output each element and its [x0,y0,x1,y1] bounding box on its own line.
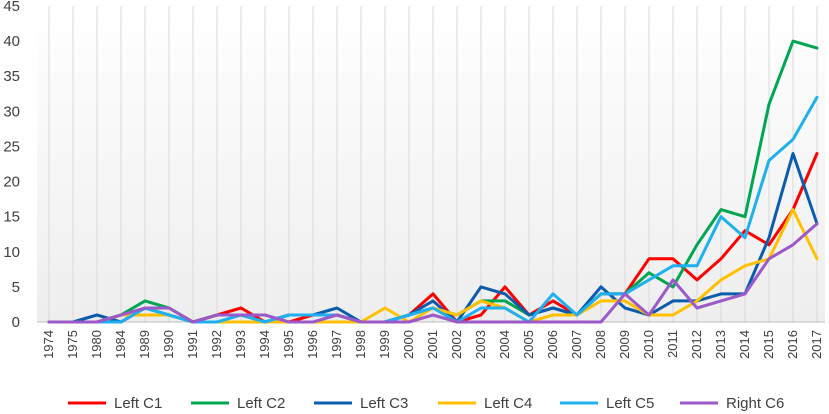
legend-label: Left C1 [114,395,162,412]
x-tick-label: 1980 [89,330,104,359]
legend-label: Right C6 [726,395,784,412]
x-tick-label: 2004 [497,330,512,359]
y-tick-label: 20 [3,174,20,191]
x-tick-label: 1993 [233,330,248,359]
y-tick-label: 5 [12,279,20,296]
legend-label: Left C2 [237,395,285,412]
plot-background [37,6,825,322]
y-tick-label: 0 [12,314,20,331]
legend-item: Right C6 [680,395,784,412]
y-tick-label: 15 [3,209,20,226]
legend-item: Left C2 [191,395,285,412]
x-tick-label: 2012 [689,330,704,359]
x-tick-label: 1998 [353,330,368,359]
x-tick-label: 1974 [41,330,56,359]
y-tick-label: 10 [3,244,20,261]
x-tick-label: 2013 [713,330,728,359]
x-tick-label: 2010 [641,330,656,359]
x-tick-label: 2006 [545,330,560,359]
series-line-left-c5 [47,95,819,324]
legend-item: Left C5 [560,395,654,412]
grid-lines [48,6,818,322]
y-tick-label: 40 [3,33,20,50]
x-tick-label: 1990 [161,330,176,359]
x-tick-label: 1975 [65,330,80,359]
legend-item: Left C4 [438,395,532,412]
x-tick-label: 2002 [449,330,464,359]
x-tick-label: 2014 [737,330,752,359]
x-tick-label: 2005 [521,330,536,359]
x-tick-label: 2017 [809,330,824,359]
x-tick-label: 1994 [257,330,272,359]
x-tick-label: 1996 [305,330,320,359]
x-tick-label: 2003 [473,330,488,359]
x-tick-label: 1989 [137,330,152,359]
x-axis-tick-labels: 1974 1975 1980 1984 1989 1990 1991 1992 1993 1994… [41,330,824,359]
y-tick-label: 35 [3,68,20,85]
x-tick-label: 2007 [569,330,584,359]
x-tick-label: 2011 [665,330,680,358]
x-tick-label: 2015 [761,330,776,359]
legend-label: Left C4 [484,395,532,412]
x-tick-label: 1984 [113,330,128,359]
y-tick-label: 30 [3,103,20,120]
y-axis-tick-labels: 0 5 10 15 20 25 30 35 40 45 [3,0,20,331]
x-tick-label: 2009 [617,330,632,359]
legend-label: Left C3 [360,395,408,412]
legend: Left C1 Left C2 Left C3 Left C4 Left C5 Right… [68,395,784,412]
series-lines [47,39,819,324]
legend-item: Left C1 [68,395,162,412]
x-tick-label: 2008 [593,330,608,359]
x-tick-label: 1999 [377,330,392,359]
x-tick-label: 2016 [785,330,800,359]
legend-item: Left C3 [314,395,408,412]
series-line-right-c6 [47,222,819,324]
x-tick-label: 2001 [425,330,440,359]
x-tick-label: 2000 [401,330,416,359]
x-tick-label: 1991 [185,330,200,359]
y-tick-label: 45 [3,0,20,15]
x-tick-label: 1992 [209,330,224,359]
legend-label: Left C5 [606,395,654,412]
y-tick-label: 25 [3,138,20,155]
x-tick-label: 1995 [281,330,296,359]
x-tick-label: 1997 [329,330,344,359]
